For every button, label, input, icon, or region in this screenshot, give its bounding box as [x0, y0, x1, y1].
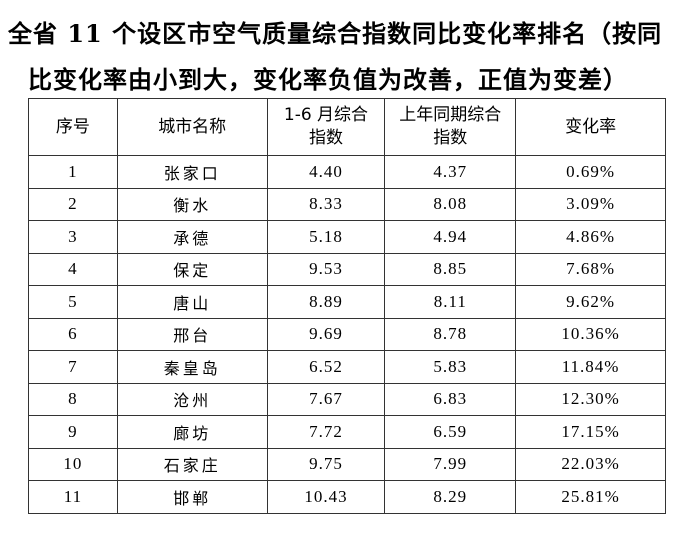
cell-change-rate: 10.36%: [515, 317, 666, 351]
cell-rank: 3: [28, 220, 118, 254]
cell-current-index: 9.53: [266, 252, 386, 286]
document-title-line-2: 比变化率由小到大，变化率负值为改善，正值为变差）: [28, 65, 628, 94]
cell-city: 承德: [116, 220, 268, 254]
cell-current-index: 5.18: [266, 220, 386, 254]
cell-change-rate: 4.86%: [515, 220, 666, 254]
cell-current-index: 7.67: [266, 382, 386, 416]
table-row: 7 秦皇岛 6.52 5.83 11.84%: [28, 350, 666, 384]
cell-rank: 1: [28, 155, 118, 189]
table-row: 4 保定 9.53 8.85 7.68%: [28, 252, 666, 286]
cell-last-year-index: 4.37: [384, 155, 517, 189]
cell-city: 沧州: [116, 382, 268, 416]
cell-current-index: 9.75: [266, 447, 386, 481]
ranking-table: 序号 城市名称 1-6 月综合指数 上年同期综合指数 变化率 1 张家口 4.40 4…: [28, 98, 666, 514]
cell-city: 秦皇岛: [116, 350, 268, 384]
cell-change-rate: 22.03%: [515, 447, 666, 481]
header-change-rate: 变化率: [515, 98, 666, 156]
cell-current-index: 4.40: [266, 155, 386, 189]
table-row: 5 唐山 8.89 8.11 9.62%: [28, 285, 666, 319]
table-row: 2 衡水 8.33 8.08 3.09%: [28, 187, 666, 221]
cell-last-year-index: 6.59: [384, 415, 517, 449]
cell-current-index: 10.43: [266, 480, 386, 514]
cell-rank: 8: [28, 382, 118, 416]
cell-rank: 7: [28, 350, 118, 384]
cell-change-rate: 7.68%: [515, 252, 666, 286]
cell-change-rate: 3.09%: [515, 187, 666, 221]
table-row: 1 张家口 4.40 4.37 0.69%: [28, 155, 666, 189]
cell-last-year-index: 8.29: [384, 480, 517, 514]
table-row: 11 邯郸 10.43 8.29 25.81%: [28, 480, 666, 514]
cell-last-year-index: 8.11: [384, 285, 517, 319]
header-last-year-index: 上年同期综合指数: [384, 98, 517, 156]
cell-change-rate: 12.30%: [515, 382, 666, 416]
table-header-row: 序号 城市名称 1-6 月综合指数 上年同期综合指数 变化率: [28, 98, 666, 156]
cell-last-year-index: 8.08: [384, 187, 517, 221]
table-row: 8 沧州 7.67 6.83 12.30%: [28, 382, 666, 416]
cell-current-index: 6.52: [266, 350, 386, 384]
table-row: 9 廊坊 7.72 6.59 17.15%: [28, 415, 666, 449]
cell-current-index: 8.33: [266, 187, 386, 221]
document-title-line-1: 全省 11 个设区市空气质量综合指数同比变化率排名（按同: [8, 19, 663, 48]
cell-last-year-index: 8.85: [384, 252, 517, 286]
cell-current-index: 9.69: [266, 317, 386, 351]
header-city: 城市名称: [116, 98, 268, 156]
cell-city: 唐山: [116, 285, 268, 319]
cell-last-year-index: 5.83: [384, 350, 517, 384]
cell-change-rate: 0.69%: [515, 155, 666, 189]
cell-city: 邯郸: [116, 480, 268, 514]
cell-current-index: 8.89: [266, 285, 386, 319]
table-row: 10 石家庄 9.75 7.99 22.03%: [28, 447, 666, 481]
cell-city: 保定: [116, 252, 268, 286]
cell-rank: 4: [28, 252, 118, 286]
header-current-index: 1-6 月综合指数: [266, 98, 386, 156]
header-rank: 序号: [28, 98, 118, 156]
table-row: 3 承德 5.18 4.94 4.86%: [28, 220, 666, 254]
cell-city: 石家庄: [116, 447, 268, 481]
cell-rank: 5: [28, 285, 118, 319]
cell-city: 衡水: [116, 187, 268, 221]
cell-city: 张家口: [116, 155, 268, 189]
cell-last-year-index: 4.94: [384, 220, 517, 254]
cell-rank: 2: [28, 187, 118, 221]
cell-last-year-index: 7.99: [384, 447, 517, 481]
cell-city: 邢台: [116, 317, 268, 351]
cell-change-rate: 17.15%: [515, 415, 666, 449]
cell-change-rate: 9.62%: [515, 285, 666, 319]
cell-rank: 11: [28, 480, 118, 514]
table-row: 6 邢台 9.69 8.78 10.36%: [28, 317, 666, 351]
cell-change-rate: 25.81%: [515, 480, 666, 514]
cell-last-year-index: 6.83: [384, 382, 517, 416]
cell-city: 廊坊: [116, 415, 268, 449]
cell-current-index: 7.72: [266, 415, 386, 449]
cell-rank: 10: [28, 447, 118, 481]
cell-change-rate: 11.84%: [515, 350, 666, 384]
cell-last-year-index: 8.78: [384, 317, 517, 351]
cell-rank: 9: [28, 415, 118, 449]
cell-rank: 6: [28, 317, 118, 351]
